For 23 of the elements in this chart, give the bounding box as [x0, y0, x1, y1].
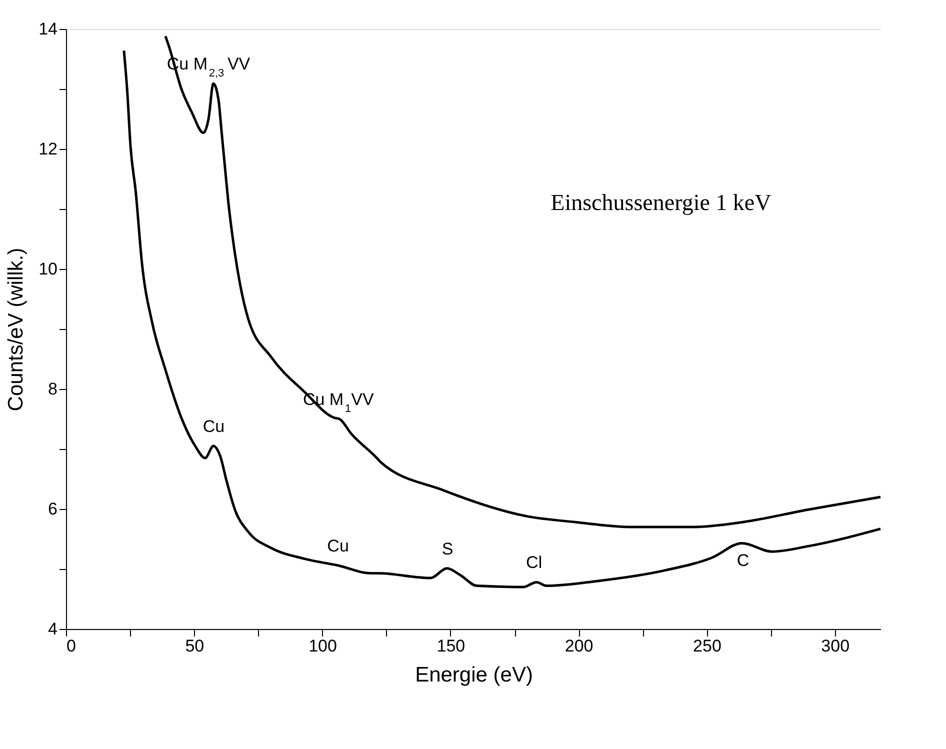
x-tick-label: 50 [185, 636, 204, 656]
x-tick-label: 200 [564, 636, 594, 656]
x-axis-title: Energie (eV) [415, 664, 533, 686]
y-tick-label: 6 [48, 500, 58, 518]
y-tick-label: 8 [48, 380, 58, 398]
annotation: S [442, 539, 454, 558]
annotation: Cu [327, 536, 349, 556]
y-tick-label: 12 [38, 140, 58, 158]
annotation: C [736, 551, 750, 570]
annotation: Einschussenergie 1 keV [550, 190, 772, 215]
line-series [122, 49, 881, 588]
y-tick-label: 4 [48, 620, 58, 638]
y-tick-label: 14 [38, 20, 58, 38]
annotation: Cu [202, 417, 225, 436]
annotation: Cl [526, 553, 542, 572]
x-tick-label: 250 [693, 636, 722, 656]
x-tick-label: 0 [66, 636, 76, 656]
y-axis-title: Counts/eV (willk.) [4, 248, 28, 412]
y-tick-label: 10 [38, 260, 58, 278]
line-series [164, 34, 881, 528]
x-tick-label: 300 [821, 636, 850, 656]
x-tick-label: 150 [436, 636, 466, 656]
x-tick-label: 100 [308, 636, 337, 656]
